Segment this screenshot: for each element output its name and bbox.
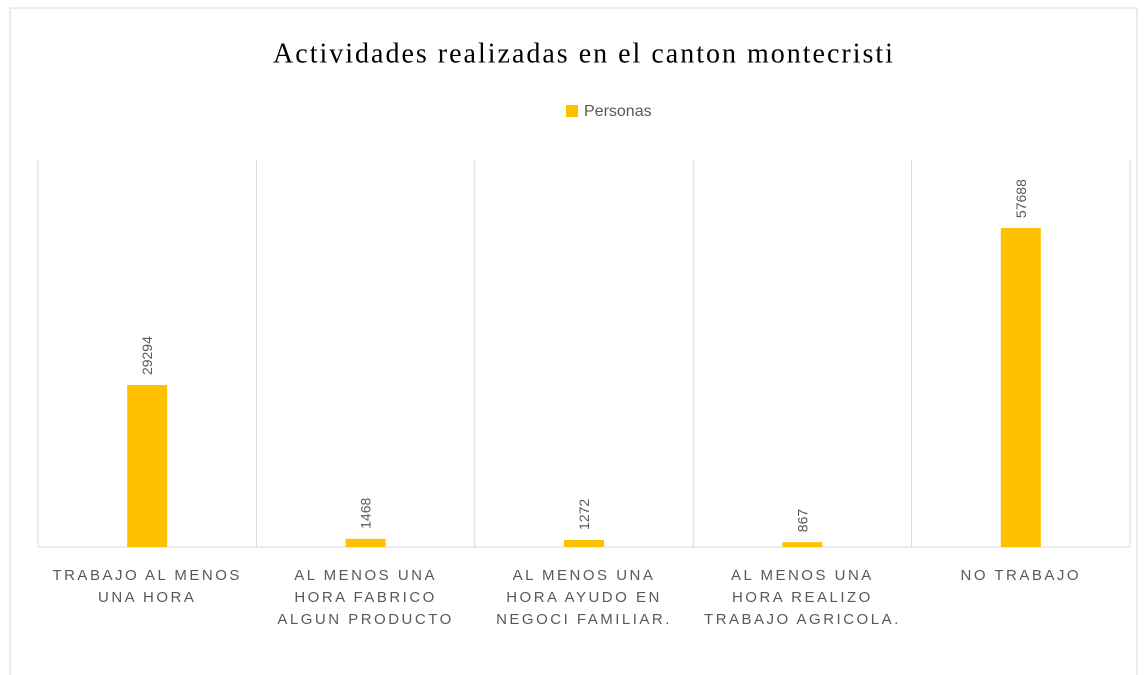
bar [782,542,823,547]
chart-title: Actividades realizadas en el canton mont… [273,38,895,69]
bar [564,539,604,547]
x-tick-label: TRABAJO AL MENOS UNA HORA [52,567,242,606]
data-label: 57688 [1013,179,1029,218]
x-tick-label: NO TRABAJO [960,567,1082,584]
x-tick-label: AL MENOS UNA HORA AYUDO EN NEGOCI FAMILI… [496,567,672,628]
legend-label: Personas [584,103,652,120]
data-label: 29294 [139,336,155,375]
data-label: 867 [794,509,810,533]
x-tick-label: AL MENOS UNA HORA FABRICO ALGUN PRODUCTO [277,567,454,628]
chart-border [9,7,1138,675]
legend-swatch [566,105,578,117]
data-label: 1272 [576,499,592,530]
x-tick-label: AL MENOS UNA HORA REALIZO TRABAJO AGRICO… [704,567,901,628]
bar [127,385,168,547]
bar [1000,228,1041,548]
bar [345,538,386,547]
data-label: 1468 [358,498,374,529]
